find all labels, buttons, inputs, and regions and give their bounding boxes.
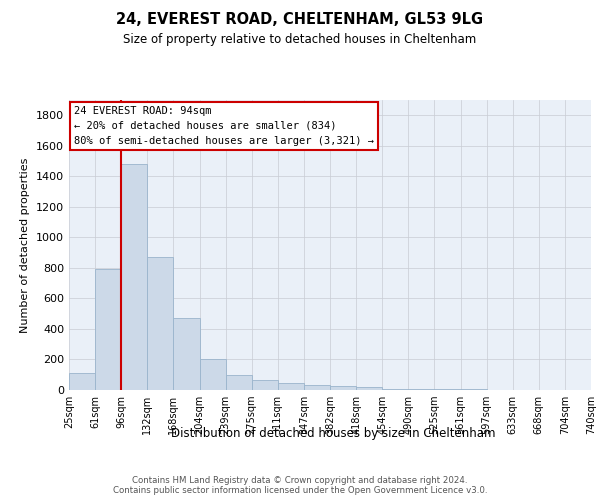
Bar [252, 380, 278, 390]
Bar [95, 270, 121, 390]
Bar [330, 386, 356, 390]
Bar [382, 389, 409, 390]
Bar [69, 373, 95, 390]
Text: 24 EVEREST ROAD: 94sqm
← 20% of detached houses are smaller (834)
80% of semi-de: 24 EVEREST ROAD: 94sqm ← 20% of detached… [74, 106, 374, 146]
Bar [356, 387, 382, 390]
Bar [409, 389, 434, 390]
Bar [148, 257, 173, 390]
Bar [173, 318, 199, 390]
Y-axis label: Number of detached properties: Number of detached properties [20, 158, 31, 332]
Bar [304, 384, 330, 390]
Bar [199, 360, 226, 390]
Bar [434, 389, 461, 390]
Bar [278, 383, 304, 390]
Text: Contains HM Land Registry data © Crown copyright and database right 2024.
Contai: Contains HM Land Registry data © Crown c… [113, 476, 487, 495]
Text: 24, EVEREST ROAD, CHELTENHAM, GL53 9LG: 24, EVEREST ROAD, CHELTENHAM, GL53 9LG [116, 12, 484, 28]
Bar [226, 374, 252, 390]
Text: Size of property relative to detached houses in Cheltenham: Size of property relative to detached ho… [124, 32, 476, 46]
Text: Distribution of detached houses by size in Cheltenham: Distribution of detached houses by size … [171, 428, 495, 440]
Bar [121, 164, 148, 390]
